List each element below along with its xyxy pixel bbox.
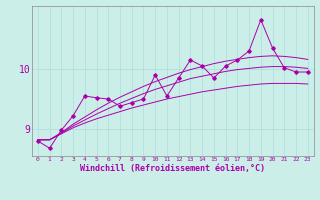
X-axis label: Windchill (Refroidissement éolien,°C): Windchill (Refroidissement éolien,°C) bbox=[80, 164, 265, 173]
